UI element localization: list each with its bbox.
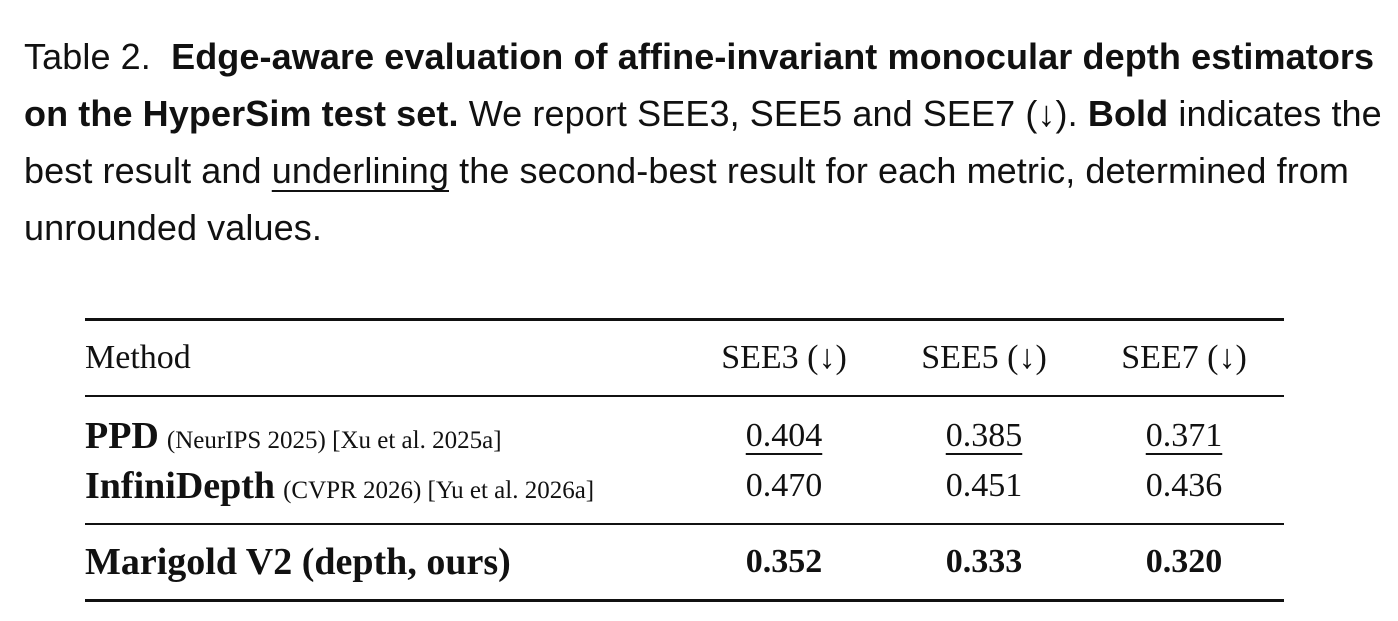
value-see5: 0.385 xyxy=(884,396,1084,461)
method-cell: Marigold V2 (depth, ours) xyxy=(85,524,684,601)
second-best-value: 0.371 xyxy=(1145,417,1223,454)
caption-underline-word: underlining xyxy=(271,150,449,191)
method-name: PPD xyxy=(85,415,159,457)
caption-title: Edge-aware evaluation of affine-invarian… xyxy=(24,36,1375,134)
results-table-container: Method SEE3 (↓) SEE5 (↓) SEE7 (↓) PPD (Ne… xyxy=(85,318,1284,602)
caption-bold-word: Bold xyxy=(1087,93,1169,134)
table-row: PPD (NeurIPS 2025) [Xu et al. 2025a] 0.40… xyxy=(85,396,1284,461)
second-best-value: 0.404 xyxy=(745,417,823,454)
method-name-ours: Marigold V2 (depth, ours) xyxy=(85,541,511,583)
value-see7: 0.436 xyxy=(1145,467,1223,504)
header-method: Method xyxy=(85,339,191,376)
caption-label: Table 2. xyxy=(24,36,151,77)
value-see3: 0.470 xyxy=(745,467,823,504)
header-see5: SEE5 (↓) xyxy=(921,339,1047,376)
method-cell: PPD (NeurIPS 2025) [Xu et al. 2025a] xyxy=(85,396,684,461)
best-value-see5: 0.333 xyxy=(945,543,1023,580)
table-caption: Table 2. Edge-aware evaluation of affine… xyxy=(24,28,1384,256)
best-value-see3: 0.352 xyxy=(745,543,823,580)
second-best-value: 0.385 xyxy=(945,417,1023,454)
caption-text-1: We report SEE3, SEE5 and SEE7 (↓). xyxy=(468,93,1078,134)
best-value-see7: 0.320 xyxy=(1145,543,1223,580)
method-name: InfiniDepth xyxy=(85,465,276,507)
value-see7: 0.371 xyxy=(1084,396,1284,461)
method-cell: InfiniDepth (CVPR 2026) [Yu et al. 2026a] xyxy=(85,461,684,524)
header-see3: SEE3 (↓) xyxy=(721,339,847,376)
method-venue: (NeurIPS 2025) [Xu et al. 2025a] xyxy=(166,427,502,454)
header-see7: SEE7 (↓) xyxy=(1121,339,1247,376)
caption-text-3: the second-best result for each metric, … xyxy=(24,150,1349,248)
method-venue: (CVPR 2026) [Yu et al. 2026a] xyxy=(283,477,595,504)
value-see5: 0.451 xyxy=(945,467,1023,504)
header-row: Method SEE3 (↓) SEE5 (↓) SEE7 (↓) xyxy=(85,319,1284,396)
results-table: Method SEE3 (↓) SEE5 (↓) SEE7 (↓) PPD (Ne… xyxy=(85,318,1284,602)
value-see3: 0.404 xyxy=(684,396,884,461)
table-row: InfiniDepth (CVPR 2026) [Yu et al. 2026a]… xyxy=(85,461,1284,524)
caption-text-2: indicates the best result and xyxy=(24,93,1382,191)
table-row-ours: Marigold V2 (depth, ours) 0.352 0.333 0.… xyxy=(85,524,1284,601)
